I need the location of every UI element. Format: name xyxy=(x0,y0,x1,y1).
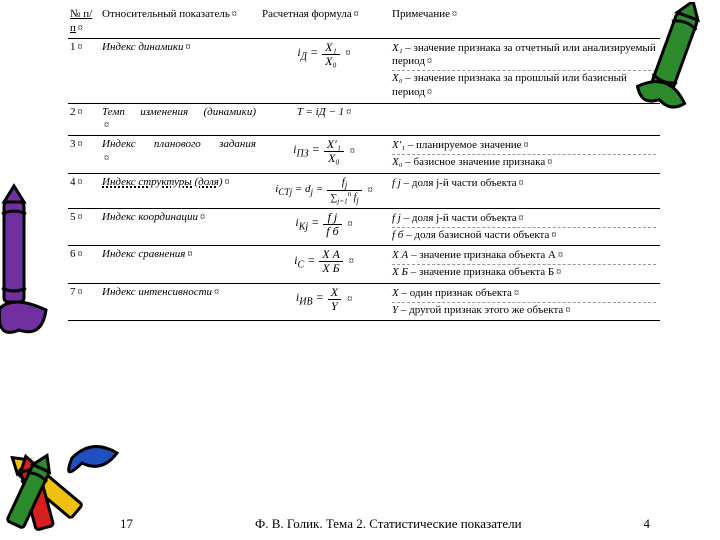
row-notes: f j – доля j-й части объекта xyxy=(390,173,660,208)
row-notes: X – один признак объекта Y – другой приз… xyxy=(390,283,660,321)
header-formula: Расчетная формула xyxy=(260,6,390,38)
table-row: 2 Темп изменения (динамики) T = iД − 1 xyxy=(68,103,660,136)
row-formula: iИВ = XY xyxy=(260,283,390,321)
row-name: Темп изменения (динамики) xyxy=(100,103,260,136)
row-num: 1 xyxy=(68,38,100,103)
row-name: Индекс интенсивности xyxy=(100,283,260,321)
row-notes xyxy=(390,103,660,136)
table-row: 7 Индекс интенсивности iИВ = XY X – один… xyxy=(68,283,660,321)
footer-right: 4 xyxy=(644,516,651,532)
row-formula: iПЗ = X′₁X₀ xyxy=(260,136,390,174)
row-notes: X А – значение признака объекта А X Б – … xyxy=(390,246,660,284)
row-formula: T = iД − 1 xyxy=(260,103,390,136)
row-notes: f j – доля j-й части объекта f б – доля … xyxy=(390,208,660,246)
row-notes: X′₁ – планируемое значение X₀ – базисное… xyxy=(390,136,660,174)
indicators-table: № п/п Относительный показатель Расчетная… xyxy=(68,6,660,325)
table-row: 5 Индекс координации iКj = f jf б f j – … xyxy=(68,208,660,246)
row-formula: iД = X₁X₀ xyxy=(260,38,390,103)
row-num: 3 xyxy=(68,136,100,174)
row-num: 7 xyxy=(68,283,100,321)
table-row: 3 Индекс планового задания iПЗ = X′₁X₀ X… xyxy=(68,136,660,174)
row-num: 2 xyxy=(68,103,100,136)
row-name: Индекс сравнения xyxy=(100,246,260,284)
table-bottom xyxy=(68,321,660,326)
footer-center: Ф. В. Голик. Тема 2. Статистические пока… xyxy=(133,516,644,532)
table-row: 1 Индекс динамики iД = X₁X₀ X₁ – значени… xyxy=(68,38,660,103)
table-row: 6 Индекс сравнения iС = X АX Б X А – зна… xyxy=(68,246,660,284)
table-row: 4 Индекс структуры (доля) iСТj = dj = fj… xyxy=(68,173,660,208)
header-num: № п/п xyxy=(68,6,100,38)
row-name: Индекс структуры (доля) xyxy=(100,173,260,208)
crayon-group-icon xyxy=(2,428,132,538)
row-name: Индекс координации xyxy=(100,208,260,246)
row-name: Индекс динамики xyxy=(100,38,260,103)
row-formula: iС = X АX Б xyxy=(260,246,390,284)
row-num: 5 xyxy=(68,208,100,246)
row-num: 6 xyxy=(68,246,100,284)
row-formula: iКj = f jf б xyxy=(260,208,390,246)
row-num: 4 xyxy=(68,173,100,208)
row-formula: iСТj = dj = fj∑j=1n fj xyxy=(260,173,390,208)
row-name: Индекс планового задания xyxy=(100,136,260,174)
row-notes: X₁ – значение признака за отчетный или а… xyxy=(390,38,660,103)
crayon-green-icon xyxy=(628,2,718,122)
header-name: Относительный показатель xyxy=(100,6,260,38)
header-note: Примечание xyxy=(390,6,660,38)
crayon-purple-icon xyxy=(0,180,64,350)
